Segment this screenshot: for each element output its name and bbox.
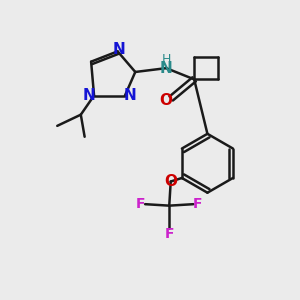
Text: F: F bbox=[136, 197, 146, 211]
Text: O: O bbox=[164, 174, 177, 189]
Text: H: H bbox=[161, 53, 171, 66]
Text: F: F bbox=[193, 197, 203, 211]
Text: N: N bbox=[82, 88, 95, 103]
Text: N: N bbox=[124, 88, 136, 103]
Text: N: N bbox=[113, 41, 125, 56]
Text: F: F bbox=[164, 226, 174, 241]
Text: O: O bbox=[159, 93, 172, 108]
Text: N: N bbox=[160, 61, 172, 76]
